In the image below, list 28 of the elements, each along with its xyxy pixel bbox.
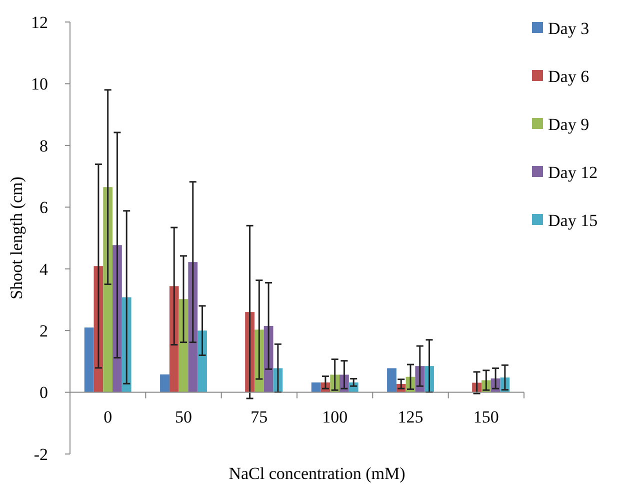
y-tick-label: 4 [40, 260, 48, 279]
y-tick-label: 12 [31, 12, 48, 32]
bar [103, 187, 113, 392]
bar [169, 286, 179, 392]
y-axis-title: Shoot length (cm) [7, 176, 26, 300]
x-tick-label: 75 [250, 407, 268, 426]
legend-label: Day 3 [548, 18, 590, 38]
x-tick-label: 50 [175, 407, 192, 426]
bar [311, 382, 321, 392]
x-tick-label: 125 [398, 407, 424, 426]
legend-label: Day 12 [548, 162, 598, 182]
x-axis-title: NaCl concentration (mM) [228, 464, 406, 483]
y-tick-label: 6 [40, 198, 48, 218]
bar [84, 327, 94, 392]
x-tick-label: 100 [322, 407, 348, 426]
y-tick-label: 0 [40, 383, 48, 402]
bar [198, 330, 207, 392]
y-tick-label: -2 [34, 444, 48, 464]
legend-label: Day 15 [548, 210, 598, 230]
y-tick-label: 10 [31, 74, 48, 94]
y-tick-label: 2 [40, 322, 48, 341]
x-tick-label: 150 [473, 407, 499, 426]
legend-label: Day 9 [548, 114, 590, 134]
legend-label: Day 6 [548, 66, 590, 86]
x-tick-label: 0 [104, 407, 112, 426]
bar [387, 368, 396, 392]
bar [160, 374, 170, 392]
y-tick-label: 8 [40, 136, 48, 156]
